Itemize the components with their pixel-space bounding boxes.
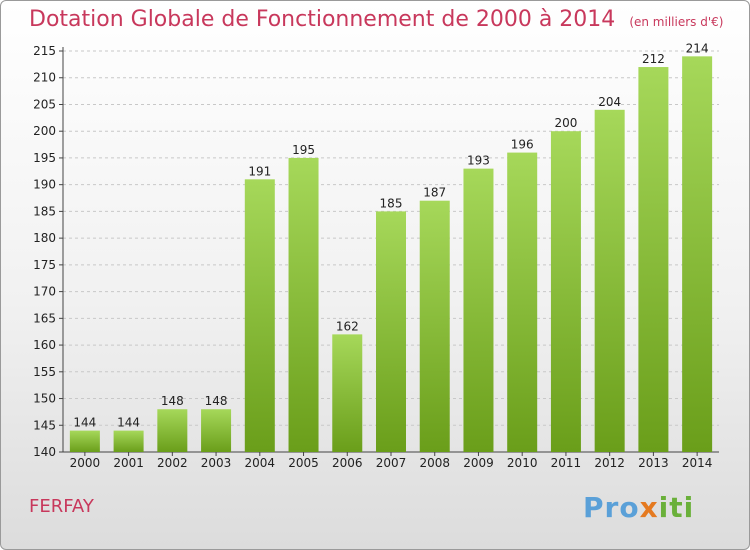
commune-name: FERFAY <box>29 496 94 517</box>
bar <box>419 200 450 452</box>
y-tick-label: 165 <box>33 311 56 325</box>
bar <box>682 56 713 452</box>
data-label: 200 <box>554 116 577 130</box>
x-tick-label: 2009 <box>463 456 494 470</box>
bar <box>376 211 406 452</box>
y-tick-label: 190 <box>33 178 56 192</box>
data-label: 195 <box>292 143 315 157</box>
x-tick-label: 2014 <box>682 456 713 470</box>
x-tick-label: 2010 <box>507 456 538 470</box>
x-tick-label: 2013 <box>638 456 669 470</box>
y-tick-label: 200 <box>33 124 56 138</box>
bar <box>69 430 100 452</box>
y-tick-label: 215 <box>33 44 56 58</box>
x-tick-label: 2005 <box>288 456 319 470</box>
y-tick-label: 140 <box>33 445 56 459</box>
x-tick-label: 2003 <box>201 456 232 470</box>
y-tick-label: 145 <box>33 418 56 432</box>
bar <box>244 179 275 452</box>
bar <box>332 334 363 452</box>
y-tick-label: 160 <box>33 338 56 352</box>
y-tick-label: 175 <box>33 258 56 272</box>
bar <box>550 131 581 452</box>
data-label: 193 <box>467 154 490 168</box>
data-label: 148 <box>161 394 184 408</box>
y-tick-label: 170 <box>33 285 56 299</box>
y-tick-label: 195 <box>33 151 56 165</box>
y-tick-label: 210 <box>33 71 56 85</box>
chart-title: Dotation Globale de Fonctionnement de 20… <box>29 7 723 32</box>
x-tick-label: 2001 <box>113 456 144 470</box>
x-tick-label: 2012 <box>594 456 625 470</box>
bar <box>113 430 144 452</box>
y-tick-label: 205 <box>33 97 56 111</box>
data-label: 212 <box>642 52 665 66</box>
y-tick-label: 185 <box>33 204 56 218</box>
bar <box>463 168 494 453</box>
data-label: 187 <box>423 186 446 200</box>
x-tick-label: 2000 <box>70 456 101 470</box>
bar <box>157 409 188 452</box>
data-label: 204 <box>598 95 621 109</box>
y-tick-label: 150 <box>33 392 56 406</box>
x-tick-label: 2004 <box>245 456 276 470</box>
bar <box>507 152 538 452</box>
data-label: 185 <box>380 196 403 210</box>
y-tick-label: 155 <box>33 365 56 379</box>
data-label: 144 <box>117 416 140 430</box>
bar <box>201 409 232 452</box>
chart-subtitle: (en milliers d'€) <box>629 15 724 29</box>
data-label: 191 <box>248 164 271 178</box>
data-label: 148 <box>205 394 228 408</box>
x-tick-label: 2008 <box>419 456 450 470</box>
chart-title-text: Dotation Globale de Fonctionnement de 20… <box>29 7 616 32</box>
y-tick-label: 180 <box>33 231 56 245</box>
data-label: 144 <box>73 416 96 430</box>
x-tick-label: 2002 <box>157 456 188 470</box>
data-label: 162 <box>336 319 359 333</box>
data-label: 214 <box>686 41 709 55</box>
bar <box>288 157 319 452</box>
bar <box>638 67 669 452</box>
x-tick-label: 2011 <box>551 456 582 470</box>
bar <box>594 109 625 453</box>
proxiti-logo: Proxiti <box>583 491 695 524</box>
x-tick-label: 2007 <box>376 456 407 470</box>
data-label: 196 <box>511 138 534 152</box>
x-tick-label: 2006 <box>332 456 363 470</box>
